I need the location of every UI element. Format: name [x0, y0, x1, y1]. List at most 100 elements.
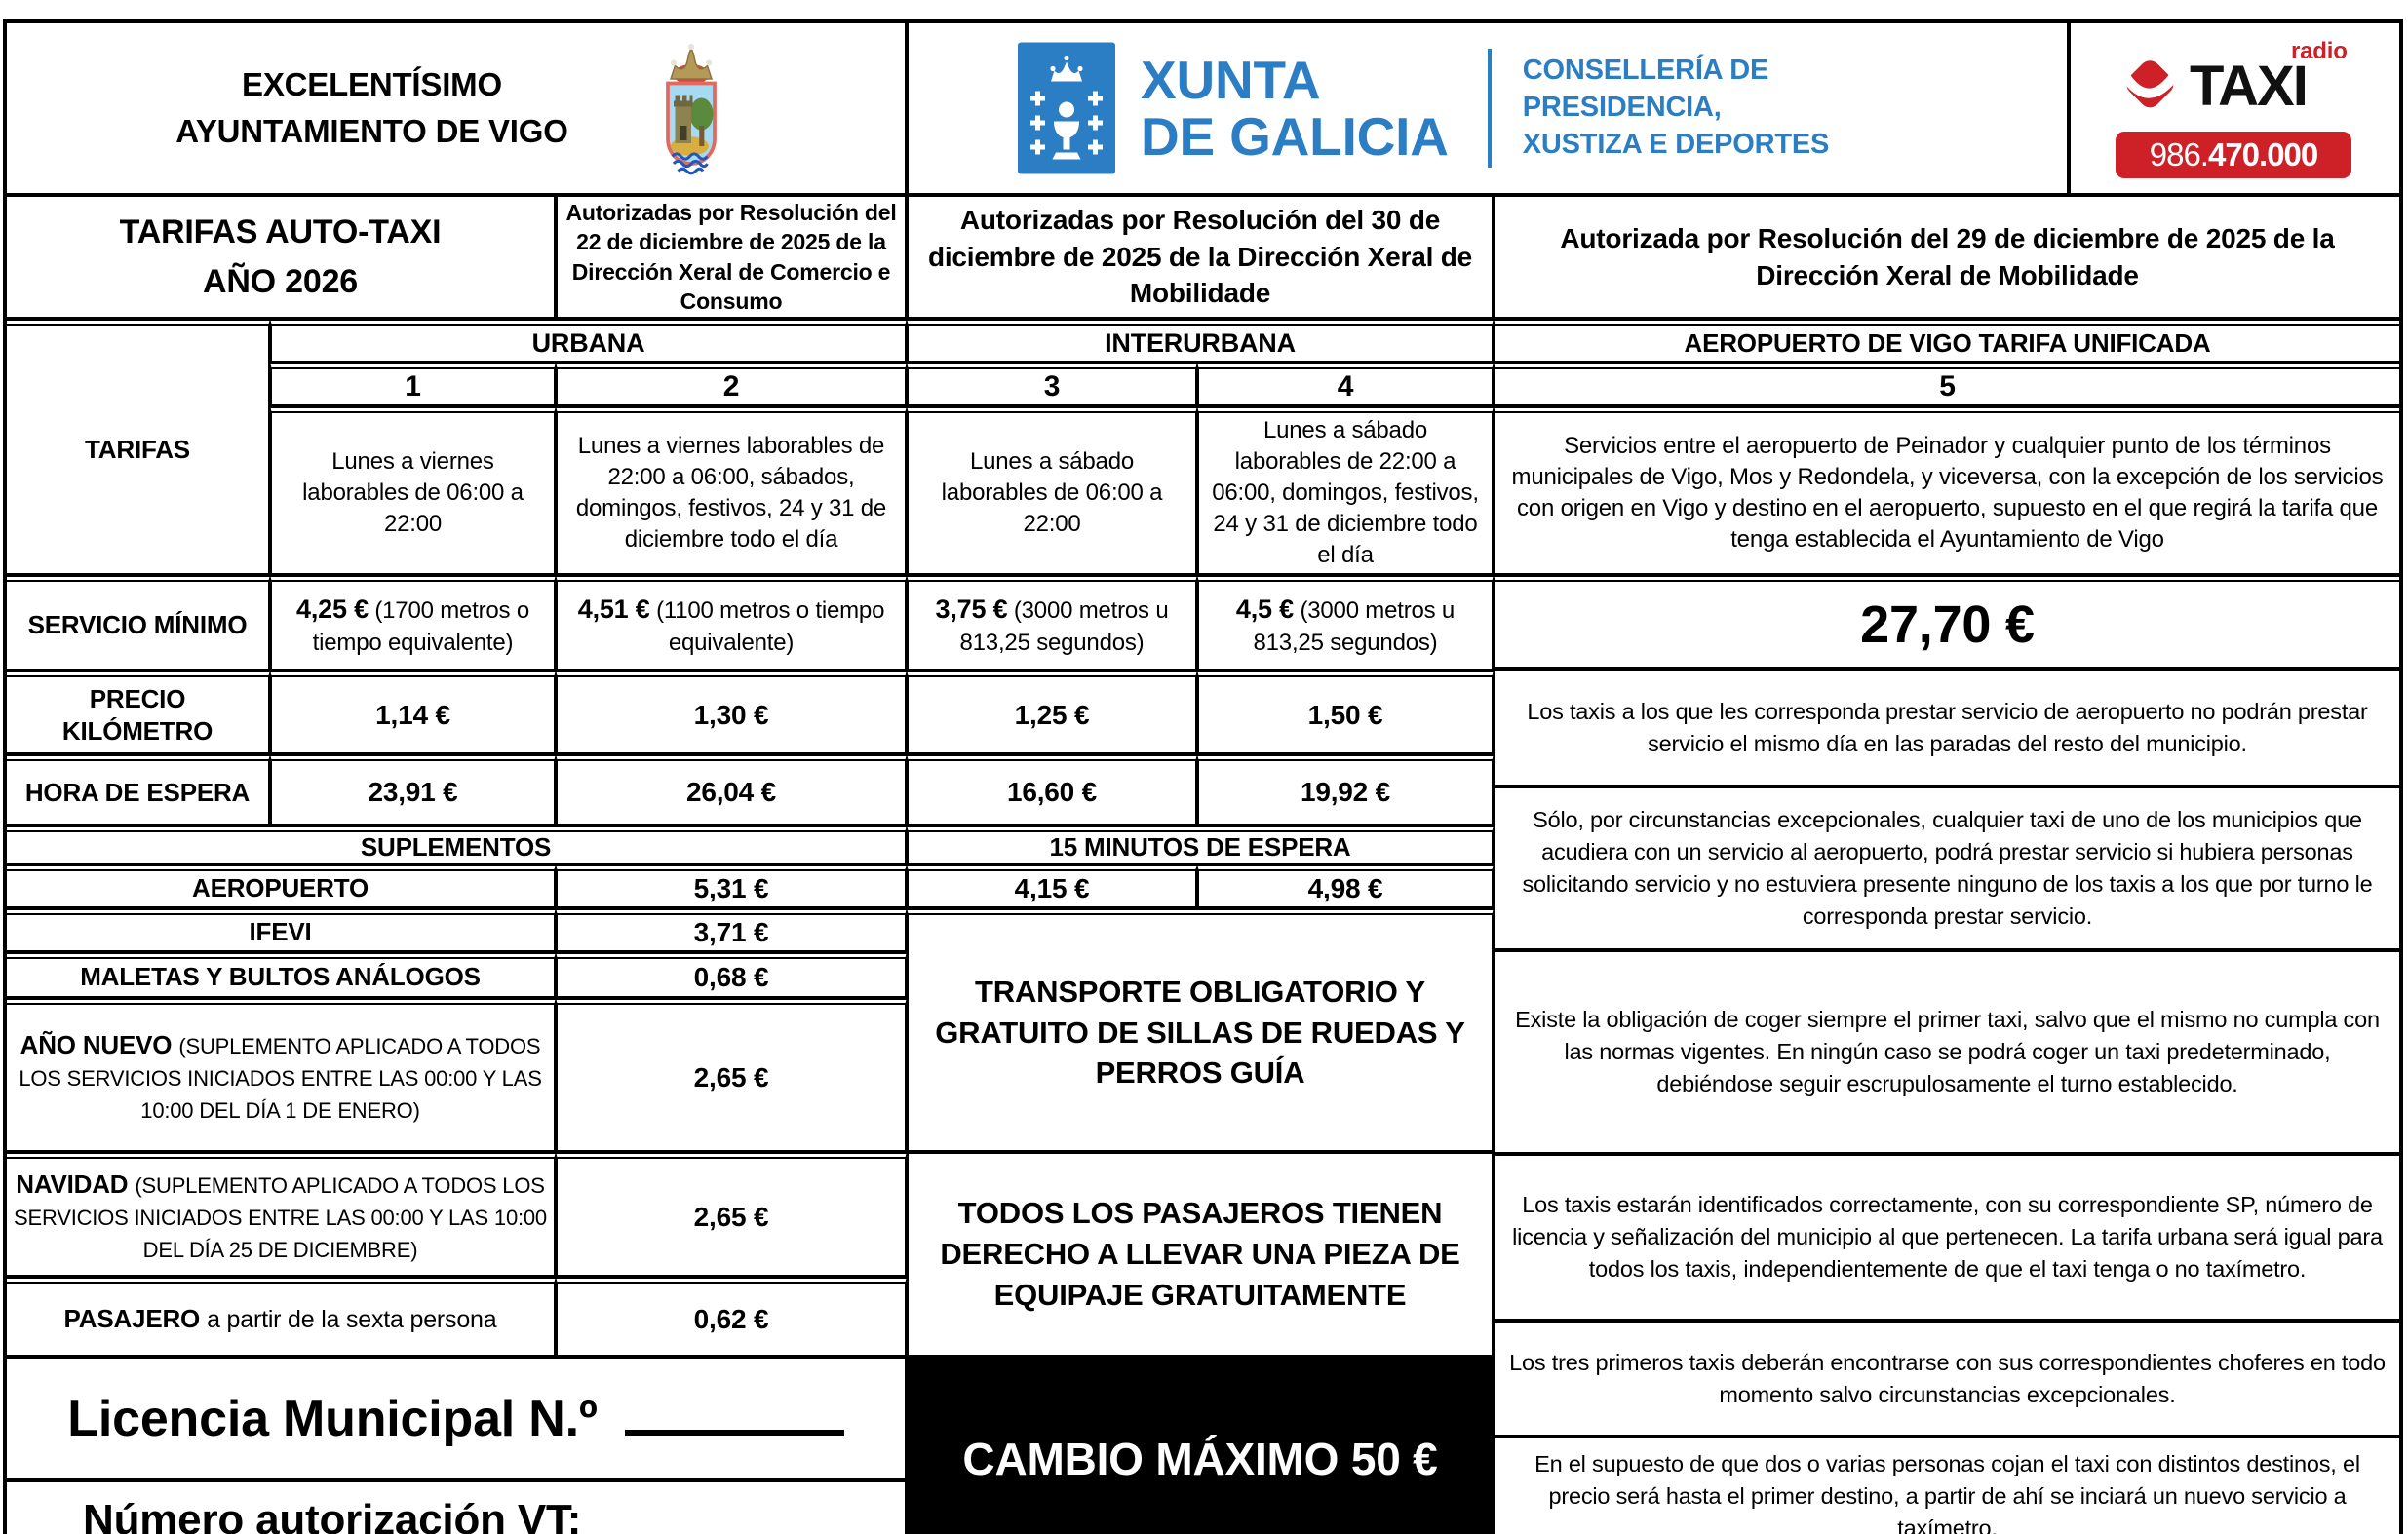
- espera-15-header-cell: 15 MINUTOS DE ESPERA: [907, 825, 1494, 864]
- cambio-maximo-text: CAMBIO MÁXIMO 50 €: [962, 1434, 1438, 1484]
- sup-maletas-label-cell: MALETAS Y BULTOS ANÁLOGOS: [5, 952, 556, 998]
- licencia-label: Licencia Municipal N.º: [67, 1390, 598, 1447]
- auth-comercio-cell: Autorizadas por Resolución del 22 de dic…: [556, 195, 907, 319]
- col5-number-cell: 5: [1494, 363, 2401, 406]
- sup-anonuevo-label-cell: AÑO NUEVO (SUPLEMENTO APLICADO A TODOS L…: [5, 998, 556, 1152]
- precio-km-t4-cell: 1,50 €: [1197, 671, 1494, 754]
- ayuntamiento-line2: AYUNTAMIENTO DE VIGO: [175, 113, 568, 149]
- sup-anonuevo-label: AÑO NUEVO: [19, 1029, 173, 1059]
- group-interurbana-label: INTERURBANA: [1105, 327, 1296, 358]
- servicio-minimo-t1-cell: 4,25 € (1700 metros o tiempo equivalente…: [270, 575, 556, 671]
- header-ayuntamiento-cell: EXCELENTÍSIMO AYUNTAMIENTO DE VIGO: [5, 21, 907, 195]
- rule-p5-cell: Los tres primeros taxis deberán encontra…: [1494, 1321, 2401, 1437]
- servicio-minimo-t4-cell: 4,5 € (3000 metros u 813,25 segundos): [1197, 575, 1494, 671]
- rule-p6-cell: En el supuesto de que dos o varias perso…: [1494, 1437, 2401, 1534]
- suplementos-header: SUPLEMENTOS: [360, 831, 552, 862]
- equipaje-notice-cell: TODOS LOS PASAJEROS TIENEN DERECHO A LLE…: [907, 1152, 1494, 1357]
- servicio-minimo-t4-price: 4,5 €: [1235, 594, 1294, 624]
- rule-p2: Sólo, por circunstancias excepcionales, …: [1522, 807, 2373, 929]
- tarifas-label: TARIFAS: [85, 434, 190, 464]
- auth-interurbana-text: Autorizadas por Resolución del 30 de dic…: [927, 205, 1473, 309]
- servicio-minimo-t3-price: 3,75 €: [935, 594, 1008, 624]
- conselleria-line1: CONSELLERÍA DE: [1522, 55, 1769, 87]
- vt-label: Número autorización VT:: [83, 1496, 582, 1534]
- cambio-maximo-cell: CAMBIO MÁXIMO 50 €: [907, 1357, 1494, 1534]
- col3-desc: Lunes a sábado laborables de 06:00 a 22:…: [941, 448, 1163, 537]
- sup-navidad-label: NAVIDAD: [16, 1169, 129, 1199]
- aeropuerto-tarifa-unificada-precio: 27,70 €: [1860, 594, 2035, 654]
- rule-p1-cell: Los taxis a los que les corresponda pres…: [1494, 669, 2401, 786]
- radiotaxi-swoosh-icon: [2120, 60, 2181, 108]
- col2-number-cell: 2: [556, 363, 907, 406]
- rule-p4: Los taxis estarán identificados correcta…: [1512, 1192, 2383, 1282]
- sup-aeropuerto-value: 5,31 €: [693, 873, 769, 903]
- servicio-minimo-t3-cell: 3,75 € (3000 metros u 813,25 segundos): [907, 575, 1197, 671]
- rule-p6: En el supuesto de que dos o varias perso…: [1534, 1451, 2360, 1534]
- sup-maletas-label: MALETAS Y BULTOS ANÁLOGOS: [80, 962, 481, 992]
- rule-p3: Existe la obligación de coger siempre el…: [1515, 1007, 2380, 1096]
- sup-aeropuerto-label: AEROPUERTO: [192, 873, 369, 903]
- hora-espera-t2-cell: 26,04 €: [556, 754, 907, 825]
- group-aeropuerto-cell: AEROPUERTO DE VIGO TARIFA UNIFICADA: [1494, 319, 2401, 363]
- hora-espera-t1-cell: 23,91 €: [270, 754, 556, 825]
- vigo-coat-of-arms-icon: [665, 44, 717, 175]
- col3-number-cell: 3: [907, 363, 1197, 406]
- radiotaxi-logo: radio TAXI 986. 470.000: [2116, 34, 2354, 182]
- espera-15-header: 15 MINUTOS DE ESPERA: [1049, 831, 1351, 862]
- phone-band: 986. 470.000: [2116, 132, 2351, 178]
- title-cell: TARIFAS AUTO-TAXI AÑO 2026: [5, 195, 556, 319]
- sup-ifevi-value: 3,71 €: [693, 917, 769, 947]
- rule-p1: Los taxis a los que les corresponda pres…: [1527, 698, 2368, 756]
- title-line2: AÑO 2026: [202, 262, 359, 300]
- espera-15-t3: 4,15 €: [1014, 873, 1090, 903]
- transporte-notice-cell: TRANSPORTE OBLIGATORIO Y GRATUITO DE SIL…: [907, 908, 1494, 1152]
- rule-p2-cell: Sólo, por circunstancias excepcionales, …: [1494, 786, 2401, 950]
- sup-navidad-label-cell: NAVIDAD (SUPLEMENTO APLICADO A TODOS LOS…: [5, 1152, 556, 1277]
- vt-cell: Número autorización VT:: [5, 1480, 907, 1534]
- group-urbana-cell: URBANA: [270, 319, 907, 363]
- conselleria-text: CONSELLERÍA DE PRESIDENCIA, XUSTIZA E DE…: [1522, 53, 1830, 163]
- title-line1: TARIFAS AUTO-TAXI: [119, 212, 442, 250]
- col1-number: 1: [405, 370, 421, 403]
- licencia-blank-line: [624, 1391, 844, 1436]
- xunta-wordmark: XUNTA DE GALICIA: [1141, 49, 1449, 167]
- rule-p4-cell: Los taxis estarán identificados correcta…: [1494, 1154, 2401, 1321]
- col4-desc-cell: Lunes a sábado laborables de 22:00 a 06:…: [1197, 406, 1494, 575]
- sup-anonuevo-value: 2,65 €: [693, 1061, 769, 1093]
- sup-anonuevo-value-cell: 2,65 €: [556, 998, 907, 1152]
- precio-km-t2-cell: 1,30 €: [556, 671, 907, 754]
- xunta-line2: DE GALICIA: [1141, 106, 1449, 167]
- espera-15-t4: 4,98 €: [1307, 873, 1383, 903]
- precio-km-t2: 1,30 €: [693, 699, 769, 730]
- xunta-line1: XUNTA: [1141, 49, 1321, 110]
- hora-espera-t3: 16,60 €: [1006, 777, 1098, 807]
- servicio-minimo-label-cell: SERVICIO MÍNIMO: [5, 575, 270, 671]
- conselleria-line2: PRESIDENCIA,: [1522, 92, 1722, 124]
- precio-km-t3: 1,25 €: [1014, 699, 1090, 730]
- phone-prefix: 986.: [2149, 136, 2209, 173]
- sup-ifevi-label: IFEVI: [249, 917, 312, 947]
- sup-pasajero-value-cell: 0,62 €: [556, 1277, 907, 1357]
- rule-p5: Los tres primeros taxis deberán encontra…: [1509, 1349, 2386, 1407]
- sup-ifevi-label-cell: IFEVI: [5, 908, 556, 952]
- servicio-minimo-t3-note: (3000 metros u 813,25 segundos): [959, 596, 1169, 656]
- servicio-minimo-t4-note: (3000 metros u 813,25 segundos): [1253, 596, 1456, 656]
- servicio-minimo-t1-price: 4,25 €: [296, 594, 369, 624]
- col4-number: 4: [1337, 370, 1354, 403]
- hora-espera-label-cell: HORA DE ESPERA: [5, 754, 270, 825]
- col5-desc: Servicios entre el aeropuerto de Peinado…: [1511, 433, 2384, 553]
- precio-km-t1: 1,14 €: [375, 699, 450, 730]
- header-radiotaxi-cell: radio TAXI 986. 470.000: [2069, 21, 2401, 195]
- precio-km-label-l2: KILÓMETRO: [61, 715, 214, 746]
- sup-aeropuerto-label-cell: AEROPUERTO: [5, 864, 556, 908]
- sup-aeropuerto-value-cell: 5,31 €: [556, 864, 907, 908]
- col4-number-cell: 4: [1197, 363, 1494, 406]
- taxi-word: TAXI: [2190, 55, 2309, 118]
- licencia-cell: Licencia Municipal N.º: [5, 1357, 907, 1480]
- precio-km-t3-cell: 1,25 €: [907, 671, 1197, 754]
- auth-comercio-text: Autorizadas por Resolución del 22 de dic…: [565, 199, 897, 314]
- precio-km-t1-cell: 1,14 €: [270, 671, 556, 754]
- col2-number: 2: [722, 370, 740, 403]
- hora-espera-t3-cell: 16,60 €: [907, 754, 1197, 825]
